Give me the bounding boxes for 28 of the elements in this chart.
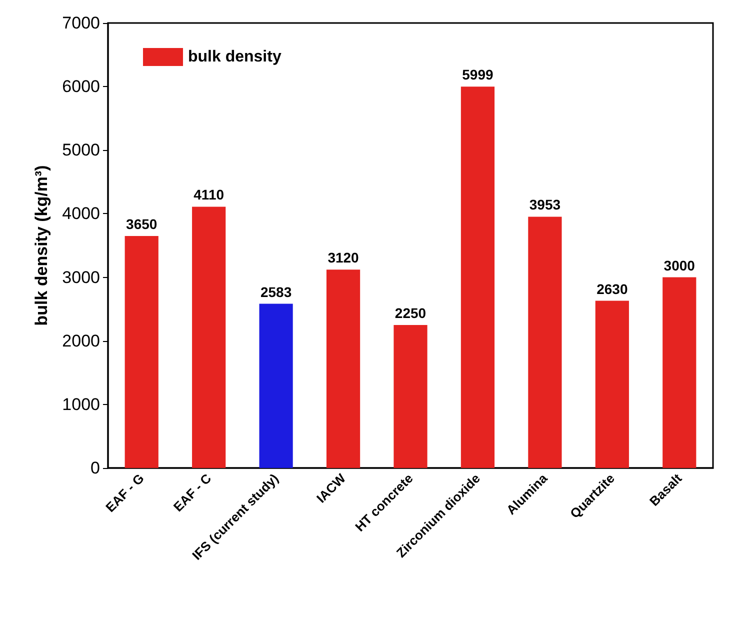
data-label: 3953: [529, 196, 561, 213]
bar: [595, 300, 629, 468]
bar: [326, 270, 360, 468]
data-label: 2630: [596, 280, 628, 297]
data-label: 3120: [328, 250, 360, 266]
y-tick-label: 1000: [62, 394, 100, 414]
y-tick-label: 6000: [62, 77, 100, 96]
y-tick-label: 2000: [62, 331, 100, 350]
y-tick-label: 0: [90, 458, 100, 478]
bar: [394, 324, 428, 468]
y-tick-label: 3000: [62, 268, 100, 287]
data-label: 2583: [260, 284, 292, 300]
data-label: 2250: [394, 304, 426, 321]
bar: [528, 216, 562, 468]
data-label: 3650: [126, 216, 158, 232]
y-tick-label: 5000: [62, 140, 100, 160]
bar: [460, 86, 495, 468]
y-axis-title: bulk density (kg/m³): [32, 165, 51, 326]
data-label: 5999: [462, 66, 494, 83]
y-tick-label: 4000: [62, 204, 100, 224]
legend-label: bulk density: [188, 48, 282, 66]
data-label: 4110: [194, 186, 224, 203]
bar: [662, 277, 696, 468]
data-label: 3000: [664, 257, 696, 274]
bar: [192, 206, 226, 468]
y-tick-label: 7000: [62, 14, 100, 32]
bar: [124, 236, 158, 468]
bar: [259, 304, 293, 468]
